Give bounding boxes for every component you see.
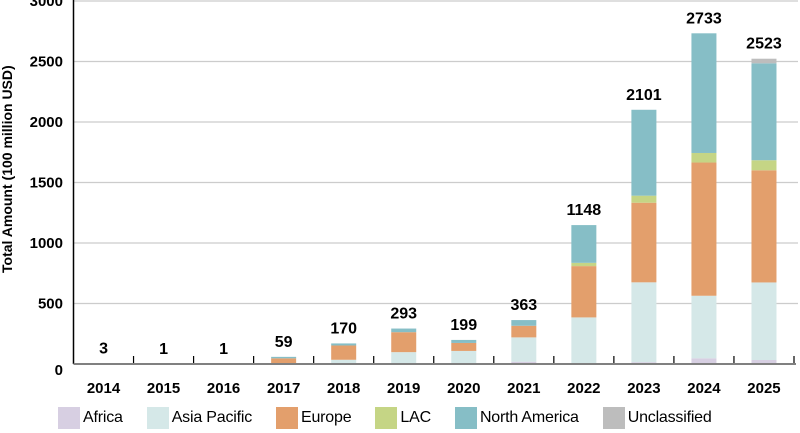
bar-segment-north-america [511, 320, 537, 326]
bar-segment-asia-pacific [331, 359, 357, 364]
x-tick-label: 2016 [207, 380, 240, 397]
bar-segment-asia-pacific [571, 317, 597, 364]
bar-segment-north-america [391, 328, 417, 333]
legend-item-europe: Europe [276, 407, 352, 429]
x-tick-label: 2017 [267, 380, 300, 397]
bar-segment-europe [511, 325, 537, 338]
x-tick-label: 2020 [447, 380, 480, 397]
x-tick-label: 2024 [687, 380, 721, 397]
legend-item-north-america: North America [454, 407, 579, 429]
bar-segment-asia-pacific [511, 337, 537, 362]
bar-total-label: 1148 [566, 202, 601, 219]
bar-total-label: 2101 [626, 87, 662, 104]
legend-swatch-europe [276, 407, 298, 429]
y-tick-label: 1000 [30, 235, 63, 252]
legend-item-asia-pacific: Asia Pacific [146, 407, 252, 429]
bar-segment-lac [631, 195, 657, 203]
bar-segment-africa [691, 358, 717, 364]
bar-segment-north-america [571, 225, 597, 263]
legend-label-north-america: North America [479, 409, 579, 426]
bar-segment-north-america [271, 356, 297, 359]
y-tick-label: 2500 [30, 54, 63, 71]
y-tick-label: 1500 [30, 175, 63, 192]
y-axis-title: Total Amount (100 million USD) [0, 65, 15, 273]
y-tick-label: 0 [55, 362, 63, 379]
bar-segment-europe [571, 266, 597, 318]
bar-segment-europe [391, 332, 417, 353]
legend-label-unclassified: Unclassified [627, 409, 712, 426]
legend-label-africa: Africa [83, 409, 123, 426]
bar-segment-europe [631, 202, 657, 283]
bar-segment-north-america [631, 109, 657, 196]
x-tick-label: 2018 [327, 380, 360, 397]
bar-total-label: 59 [275, 334, 293, 351]
legend-swatch-unclassified [602, 407, 625, 429]
bar-total-label: 1 [219, 341, 228, 358]
bar-segment-asia-pacific [691, 295, 717, 359]
bar-total-label: 1 [159, 341, 168, 358]
legend-item-lac: LAC [375, 407, 431, 429]
legend-label-europe: Europe [301, 409, 352, 426]
y-tick-label: 3000 [30, 0, 63, 10]
bar-segment-unclassified [751, 58, 777, 64]
legend-item-africa: Africa [58, 407, 123, 429]
x-tick-label: 2022 [567, 380, 600, 397]
y-tick-label: 500 [38, 296, 63, 313]
legend-label-lac: LAC [400, 409, 431, 426]
legend-swatch-lac [375, 407, 398, 429]
bar-segment-lac [691, 152, 717, 163]
legend-swatch-africa [58, 407, 80, 429]
bar-segment-europe [271, 358, 297, 364]
bar-segment-asia-pacific [451, 350, 477, 364]
bar-segment-asia-pacific [751, 282, 777, 361]
bar-total-label: 3 [99, 341, 108, 358]
bar-segment-asia-pacific [391, 352, 417, 364]
y-tick-label: 2000 [30, 114, 63, 131]
bar-total-label: 199 [450, 317, 477, 334]
bar-segment-europe [751, 170, 777, 283]
x-tick-label: 2025 [747, 380, 780, 397]
bar-total-label: 2523 [746, 36, 782, 53]
bar-segment-north-america [691, 33, 717, 153]
bar-segment-europe [331, 345, 357, 360]
x-tick-label: 2023 [627, 380, 660, 397]
bar-segment-europe [691, 162, 717, 296]
bar-segment-lac [571, 262, 597, 267]
bar-segment-africa [751, 360, 777, 364]
legend-swatch-north-america [454, 407, 477, 429]
bar-segment-europe [451, 342, 477, 351]
legend-swatch-asia-pacific [146, 407, 169, 429]
x-tick-label: 2021 [507, 380, 540, 397]
bar-segment-asia-pacific [631, 282, 657, 363]
bar-total-label: 293 [390, 306, 417, 323]
bar-total-label: 170 [330, 320, 357, 337]
legend-item-unclassified: Unclassified [602, 407, 712, 429]
bar-segment-lac [751, 160, 777, 171]
legend: Africa Asia Pacific Europe LAC North Ame… [58, 407, 736, 429]
bar-segment-north-america [751, 63, 777, 161]
x-tick-label: 2014 [87, 380, 121, 397]
bar-segment-africa [511, 361, 537, 364]
legend-label-asia-pacific: Asia Pacific [171, 409, 252, 426]
bar-segment-north-america [451, 339, 477, 343]
x-tick-label: 2015 [147, 380, 180, 397]
bar-segment-north-america [331, 343, 357, 346]
x-tick-label: 2019 [387, 380, 420, 397]
bar-total-label: 2733 [686, 10, 722, 27]
bar-total-label: 363 [510, 297, 537, 314]
